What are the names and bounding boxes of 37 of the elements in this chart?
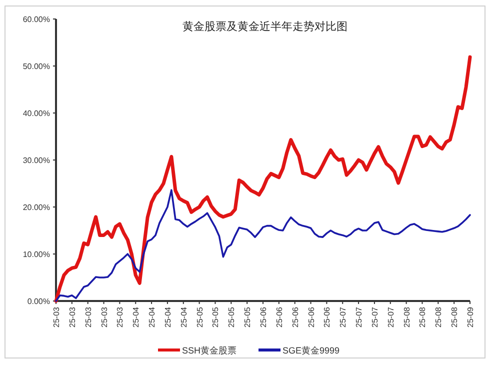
x-tick-label: 25-07 (386, 306, 396, 328)
x-tick-label: 25-07 (370, 306, 380, 328)
legend-label: SGE黄金9999 (282, 346, 340, 356)
x-tick-label: 25-08 (418, 306, 428, 328)
y-tick-label: 10.00% (22, 250, 50, 259)
x-tick-label: 25-03 (100, 306, 109, 328)
x-tick-label: 25-08 (434, 306, 444, 328)
y-tick-label: 60.00% (22, 15, 50, 24)
x-tick-label: 25-05 (195, 306, 204, 328)
x-tick-label: 25-03 (84, 306, 93, 328)
x-tick-label: 25-07 (338, 306, 348, 328)
x-tick-label: 25-05 (243, 306, 252, 328)
x-tick-label: 25-04 (148, 306, 157, 328)
x-tick-label: 25-08 (450, 306, 460, 328)
y-tick-label: 50.00% (22, 62, 50, 71)
x-tick-label: 25-05 (227, 306, 236, 328)
x-tick-label: 25-06 (322, 306, 332, 328)
y-tick-label: 0.00% (27, 297, 50, 306)
x-tick-label: 25-06 (290, 306, 300, 328)
x-tick-label: 25-09 (466, 306, 475, 328)
x-tick-label: 25-03 (68, 306, 77, 328)
x-tick-label: 25-06 (274, 306, 284, 328)
x-tick-label: 25-04 (163, 306, 172, 328)
x-tick-label: 25-08 (402, 306, 412, 328)
x-tick-label: 25-05 (211, 306, 220, 328)
x-tick-label: 25-03 (52, 306, 61, 328)
x-tick-label: 25-07 (354, 306, 364, 328)
x-tick-label: 25-06 (306, 306, 316, 328)
legend-label: SSH黄金股票 (182, 346, 237, 356)
x-tick-label: 25-04 (132, 306, 141, 328)
x-tick-label: 25-03 (116, 306, 125, 328)
y-tick-label: 30.00% (22, 156, 50, 165)
chart-title: 黄金股票及黄金近半年走势对比图 (182, 20, 348, 33)
x-tick-label: 25-06 (259, 306, 268, 328)
y-tick-label: 40.00% (22, 109, 50, 118)
y-tick-label: 20.00% (22, 203, 50, 212)
x-tick-label: 25-04 (179, 306, 188, 328)
